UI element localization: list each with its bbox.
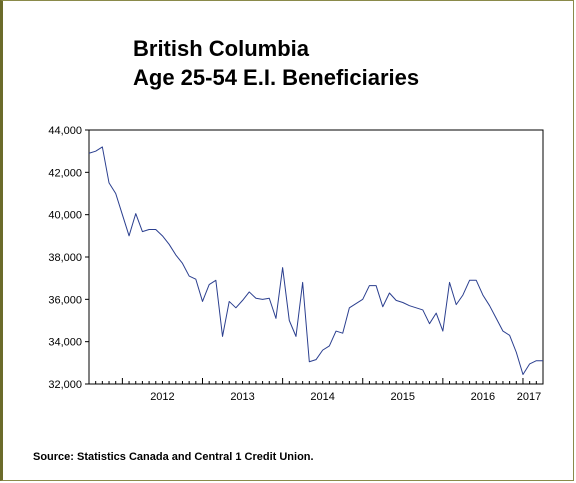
data-point	[416, 307, 417, 308]
data-point	[115, 193, 116, 194]
data-point	[102, 146, 103, 147]
data-point	[536, 360, 537, 361]
data-point	[355, 303, 356, 304]
data-point	[95, 151, 96, 152]
y-tick-label: 42,000	[48, 167, 82, 179]
plot-border	[88, 129, 544, 385]
data-point	[315, 359, 316, 360]
data-point	[342, 333, 343, 334]
data-point	[202, 301, 203, 302]
y-tick-label: 40,000	[48, 210, 82, 222]
data-point	[309, 361, 310, 362]
data-point	[442, 330, 443, 331]
data-point	[162, 235, 163, 236]
data-point	[402, 302, 403, 303]
data-point	[175, 254, 176, 255]
data-point	[269, 298, 270, 299]
data-point	[476, 280, 477, 281]
data-point	[482, 295, 483, 296]
data-point	[522, 374, 523, 375]
data-point	[369, 285, 370, 286]
data-point	[128, 235, 129, 236]
data-point	[282, 267, 283, 268]
x-tick-label: 2017	[517, 391, 541, 403]
y-tick-label: 44,000	[48, 125, 82, 137]
data-point	[382, 306, 383, 307]
data-point	[456, 304, 457, 305]
data-point	[462, 295, 463, 296]
data-point	[189, 275, 190, 276]
data-point	[148, 229, 149, 230]
series-group	[88, 146, 543, 375]
data-point	[135, 213, 136, 214]
data-point	[302, 282, 303, 283]
data-point	[496, 318, 497, 319]
data-point	[242, 300, 243, 301]
data-point	[289, 320, 290, 321]
x-axis-ticks: 2012 2013 2014 2015 2016 2017	[88, 378, 544, 403]
data-point	[222, 336, 223, 337]
data-point	[362, 299, 363, 300]
data-point	[209, 284, 210, 285]
data-point	[88, 153, 89, 154]
data-point	[335, 330, 336, 331]
y-tick-label: 38,000	[48, 252, 82, 264]
data-point	[489, 305, 490, 306]
data-point	[329, 345, 330, 346]
data-point	[155, 229, 156, 230]
chart-title: British Columbia Age 25-54 E.I. Benefici…	[133, 34, 419, 92]
data-point	[529, 363, 530, 364]
x-tick-label: 2016	[471, 391, 495, 403]
data-point	[375, 285, 376, 286]
x-tick-label: 2014	[310, 391, 334, 403]
data-point	[182, 263, 183, 264]
y-tick-label: 32,000	[48, 379, 82, 391]
data-point	[275, 318, 276, 319]
title-line-1: British Columbia	[133, 36, 310, 61]
data-point	[322, 350, 323, 351]
data-point	[229, 301, 230, 302]
data-point	[542, 360, 543, 361]
data-point	[449, 282, 450, 283]
y-tick-label: 34,000	[48, 337, 82, 349]
data-point	[122, 214, 123, 215]
x-tick-label: 2012	[150, 391, 174, 403]
y-axis-ticks: 32,000 34,000 36,000 38,000 40,000 42,000 44,0…	[48, 125, 89, 391]
data-point	[409, 305, 410, 306]
data-point	[255, 298, 256, 299]
x-tick-label: 2015	[391, 391, 415, 403]
series-line	[88, 146, 543, 375]
data-point	[169, 244, 170, 245]
data-point	[235, 307, 236, 308]
data-point	[108, 182, 109, 183]
source-note: Source: Statistics Canada and Central 1 …	[33, 451, 314, 463]
data-point	[509, 335, 510, 336]
data-point	[502, 330, 503, 331]
x-tick-label: 2013	[230, 391, 254, 403]
data-point	[195, 279, 196, 280]
data-point	[396, 300, 397, 301]
data-point	[436, 312, 437, 313]
data-point	[215, 280, 216, 281]
data-point	[295, 336, 296, 337]
data-point	[516, 352, 517, 353]
data-point	[249, 291, 250, 292]
data-point	[422, 309, 423, 310]
data-point	[262, 299, 263, 300]
title-line-2: Age 25-54 E.I. Beneficiaries	[133, 65, 420, 90]
data-point	[142, 231, 143, 232]
data-point	[349, 307, 350, 308]
y-tick-label: 36,000	[48, 294, 82, 306]
data-point	[429, 323, 430, 324]
data-point	[469, 280, 470, 281]
chart-axes	[88, 129, 544, 385]
data-point	[389, 292, 390, 293]
